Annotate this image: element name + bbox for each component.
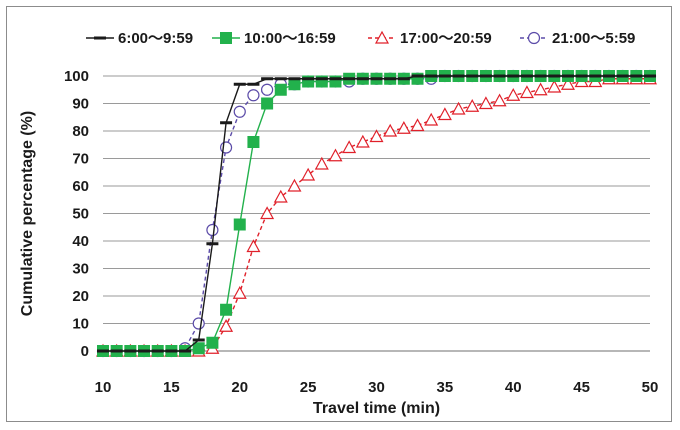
data-point <box>492 93 507 107</box>
data-point <box>342 140 357 154</box>
data-point <box>192 317 205 330</box>
data-point <box>274 83 287 96</box>
data-point <box>355 134 370 148</box>
legend-entry-2: 10:00～16:59 <box>212 30 336 47</box>
x-tick-label: 30 <box>368 379 385 396</box>
x-axis-title: Travel time (min) <box>313 400 440 417</box>
data-point <box>288 78 301 91</box>
x-tick-label: 20 <box>231 379 248 396</box>
data-point <box>506 87 521 101</box>
chart-frame <box>6 6 672 422</box>
axis-layer: 0 10 20 30 40 50 60 70 80 90 100 10 15 20 25 30 35 40 45 50 <box>64 68 658 396</box>
legend-label: 21:00～5:59 <box>552 30 635 47</box>
data-point <box>219 318 234 332</box>
data-point <box>437 107 452 121</box>
legend-label: 17:00～20:59 <box>400 30 492 47</box>
data-point <box>424 112 439 126</box>
data-point <box>260 206 275 220</box>
series-1 <box>97 74 656 353</box>
series-layer <box>95 69 658 358</box>
data-point <box>329 75 342 88</box>
legend-marker <box>374 30 390 44</box>
x-tick-label: 40 <box>505 379 522 396</box>
legend: 6:00～9:59 10:00～16:59 17:00～20:59 21:00～5:5… <box>86 30 635 47</box>
data-point <box>314 156 329 170</box>
data-point <box>547 79 562 93</box>
data-point <box>410 118 425 132</box>
data-point <box>261 83 274 96</box>
data-point <box>302 75 315 88</box>
grid-layer <box>103 75 650 324</box>
data-point <box>465 98 480 112</box>
y-tick-label: 40 <box>72 233 89 250</box>
x-tick-label: 25 <box>300 379 317 396</box>
legend-label: 10:00～16:59 <box>244 30 336 47</box>
data-point <box>247 89 260 102</box>
data-point <box>206 336 219 349</box>
data-point <box>315 75 328 88</box>
y-tick-label: 60 <box>72 178 89 195</box>
data-point <box>273 189 288 203</box>
y-tick-label: 30 <box>72 261 89 278</box>
data-point <box>383 123 398 137</box>
data-point <box>220 303 233 316</box>
y-axis-title: Cumulative percentage (%) <box>19 111 36 316</box>
y-tick-label: 70 <box>72 151 89 168</box>
data-point <box>560 76 575 90</box>
x-tick-label: 10 <box>95 379 112 396</box>
data-point <box>396 120 411 134</box>
data-point <box>411 72 424 85</box>
data-point <box>233 105 246 118</box>
x-tick-label: 35 <box>437 379 454 396</box>
data-point <box>328 148 343 162</box>
data-point <box>232 285 247 299</box>
x-tick-label: 45 <box>573 379 590 396</box>
legend-label: 6:00～9:59 <box>118 30 193 47</box>
legend-entry-3: 17:00～20:59 <box>368 30 492 47</box>
data-point <box>206 223 219 237</box>
data-point <box>533 82 548 96</box>
series-line <box>103 78 650 352</box>
y-tick-label: 90 <box>72 96 89 113</box>
data-point <box>369 129 384 143</box>
data-point <box>247 136 260 148</box>
y-tick-label: 100 <box>64 68 89 85</box>
y-tick-label: 20 <box>72 288 89 305</box>
data-point <box>192 342 205 355</box>
data-point <box>451 101 466 115</box>
data-point <box>287 178 302 192</box>
legend-entry-4: 21:00～5:59 <box>520 30 635 47</box>
data-point <box>246 239 261 253</box>
legend-marker <box>527 31 541 45</box>
data-point <box>478 96 493 110</box>
x-tick-label: 15 <box>163 379 180 396</box>
data-point <box>233 218 246 231</box>
data-point <box>301 167 316 181</box>
series-line <box>103 75 650 352</box>
y-tick-label: 50 <box>72 206 89 223</box>
legend-marker <box>220 32 232 44</box>
data-point <box>261 97 274 110</box>
y-tick-label: 80 <box>72 123 89 140</box>
data-point <box>519 85 534 99</box>
x-tick-label: 50 <box>642 379 659 396</box>
y-tick-label: 10 <box>72 316 89 333</box>
y-tick-label: 0 <box>81 343 89 360</box>
legend-entry-1: 6:00～9:59 <box>86 30 193 47</box>
series-3 <box>95 71 658 357</box>
